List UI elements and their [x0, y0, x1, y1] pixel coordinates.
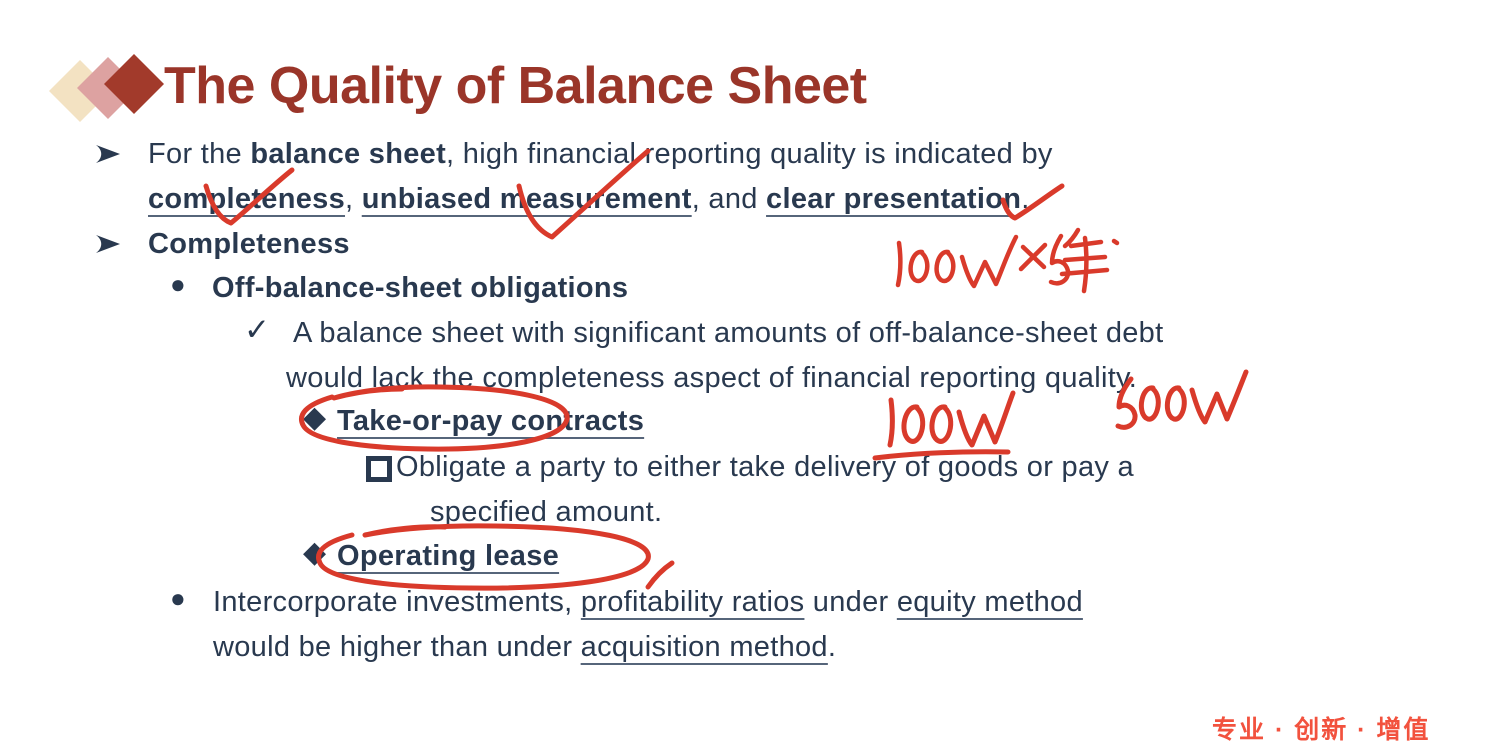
text-segment-bold: balance sheet: [250, 138, 447, 170]
paragraph-off-bs-debt-line2: would lack the completeness aspect of fi…: [286, 362, 1138, 394]
circle-bullet-icon: ●: [170, 269, 186, 299]
arrow-bullet-icon: [96, 145, 120, 163]
square-bullet-icon: [366, 456, 392, 482]
text-segment: , high financial reporting quality is in…: [446, 138, 1053, 170]
paragraph-off-bs-debt-line1: A balance sheet with significant amounts…: [293, 317, 1164, 349]
logo-diamond-cream-icon: [49, 60, 111, 122]
text-equity-method: equity method: [896, 586, 1083, 618]
diamond-bullet-icon: ◆: [303, 401, 327, 434]
logo-diamonds-icon: [49, 54, 164, 122]
text-segment: .: [827, 631, 837, 663]
logo-diamond-rose-icon: [77, 57, 139, 119]
heading-take-or-pay: Take-or-pay contracts: [337, 405, 645, 437]
heading-off-balance-sheet: Off-balance-sheet obligations: [212, 272, 629, 304]
logo-diamond-red-icon: [104, 54, 164, 114]
check-bullet-icon: ✓: [244, 312, 270, 347]
arrow-bullet-icon: [96, 235, 120, 253]
red-tick-operating-lease-icon: [645, 560, 675, 590]
paragraph-intercorporate-line2: would be higher than under acquisition m…: [213, 630, 836, 665]
footer-slogan: 专业 · 创新 · 增值: [1212, 716, 1431, 744]
heading-completeness: Completeness: [148, 228, 350, 260]
text-acquisition-method: acquisition method: [580, 631, 828, 663]
text-segment: .: [1021, 183, 1030, 215]
paragraph-balance-sheet-line2: completeness, unbiased measurement, and …: [148, 182, 1030, 217]
text-completeness: completeness: [148, 183, 346, 215]
circle-bullet-icon: ●: [170, 583, 186, 613]
page-title: The Quality of Balance Sheet: [164, 57, 867, 115]
text-clear-presentation: clear presentation: [766, 183, 1022, 215]
handwriting-top-note: [895, 227, 1120, 294]
text-profitability-ratios: profitability ratios: [580, 586, 805, 618]
handwriting-100w-note: [872, 390, 1016, 461]
handwriting-500w-note: [1115, 369, 1249, 430]
paragraph-balance-sheet-line1: For the balance sheet, high financial re…: [148, 137, 1053, 172]
text-segment: ,: [345, 183, 362, 215]
text-segment: would be higher than under: [213, 631, 581, 663]
paragraph-obligate-line1: Obligate a party to either take delivery…: [396, 451, 1134, 483]
paragraph-obligate-line2: specified amount.: [430, 496, 663, 528]
text-unbiased-measurement: unbiased measurement: [361, 183, 692, 215]
text-segment: For the: [148, 138, 251, 170]
heading-operating-lease: Operating lease: [337, 540, 560, 572]
text-segment: under: [804, 586, 897, 618]
text-segment: , and: [691, 183, 767, 215]
diamond-bullet-icon: ◆: [303, 536, 327, 569]
paragraph-intercorporate-line1: Intercorporate investments, profitabilit…: [213, 585, 1083, 620]
text-segment: Intercorporate investments,: [213, 586, 581, 618]
